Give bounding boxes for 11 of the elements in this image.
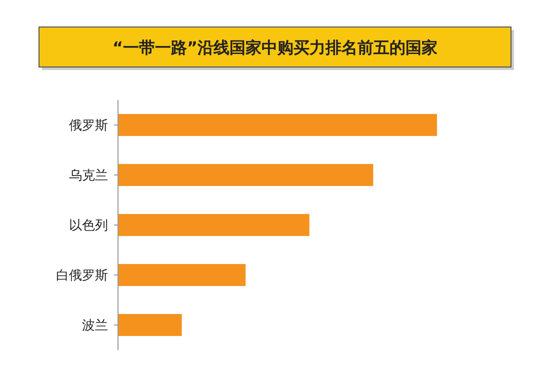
chart-title: “一带一路”沿线国家中购买力排名前五的国家 bbox=[112, 38, 438, 57]
bar bbox=[118, 164, 374, 186]
y-tick-label: 俄罗斯 bbox=[69, 118, 108, 134]
y-tick-label: 波兰 bbox=[82, 318, 108, 334]
bar bbox=[118, 214, 310, 236]
bar bbox=[118, 314, 182, 336]
bar bbox=[118, 114, 437, 136]
y-tick-label: 乌克兰 bbox=[69, 168, 108, 184]
y-tick-label: 白俄罗斯 bbox=[56, 268, 108, 284]
bar bbox=[118, 264, 246, 286]
y-tick-label: 以色列 bbox=[69, 218, 108, 234]
